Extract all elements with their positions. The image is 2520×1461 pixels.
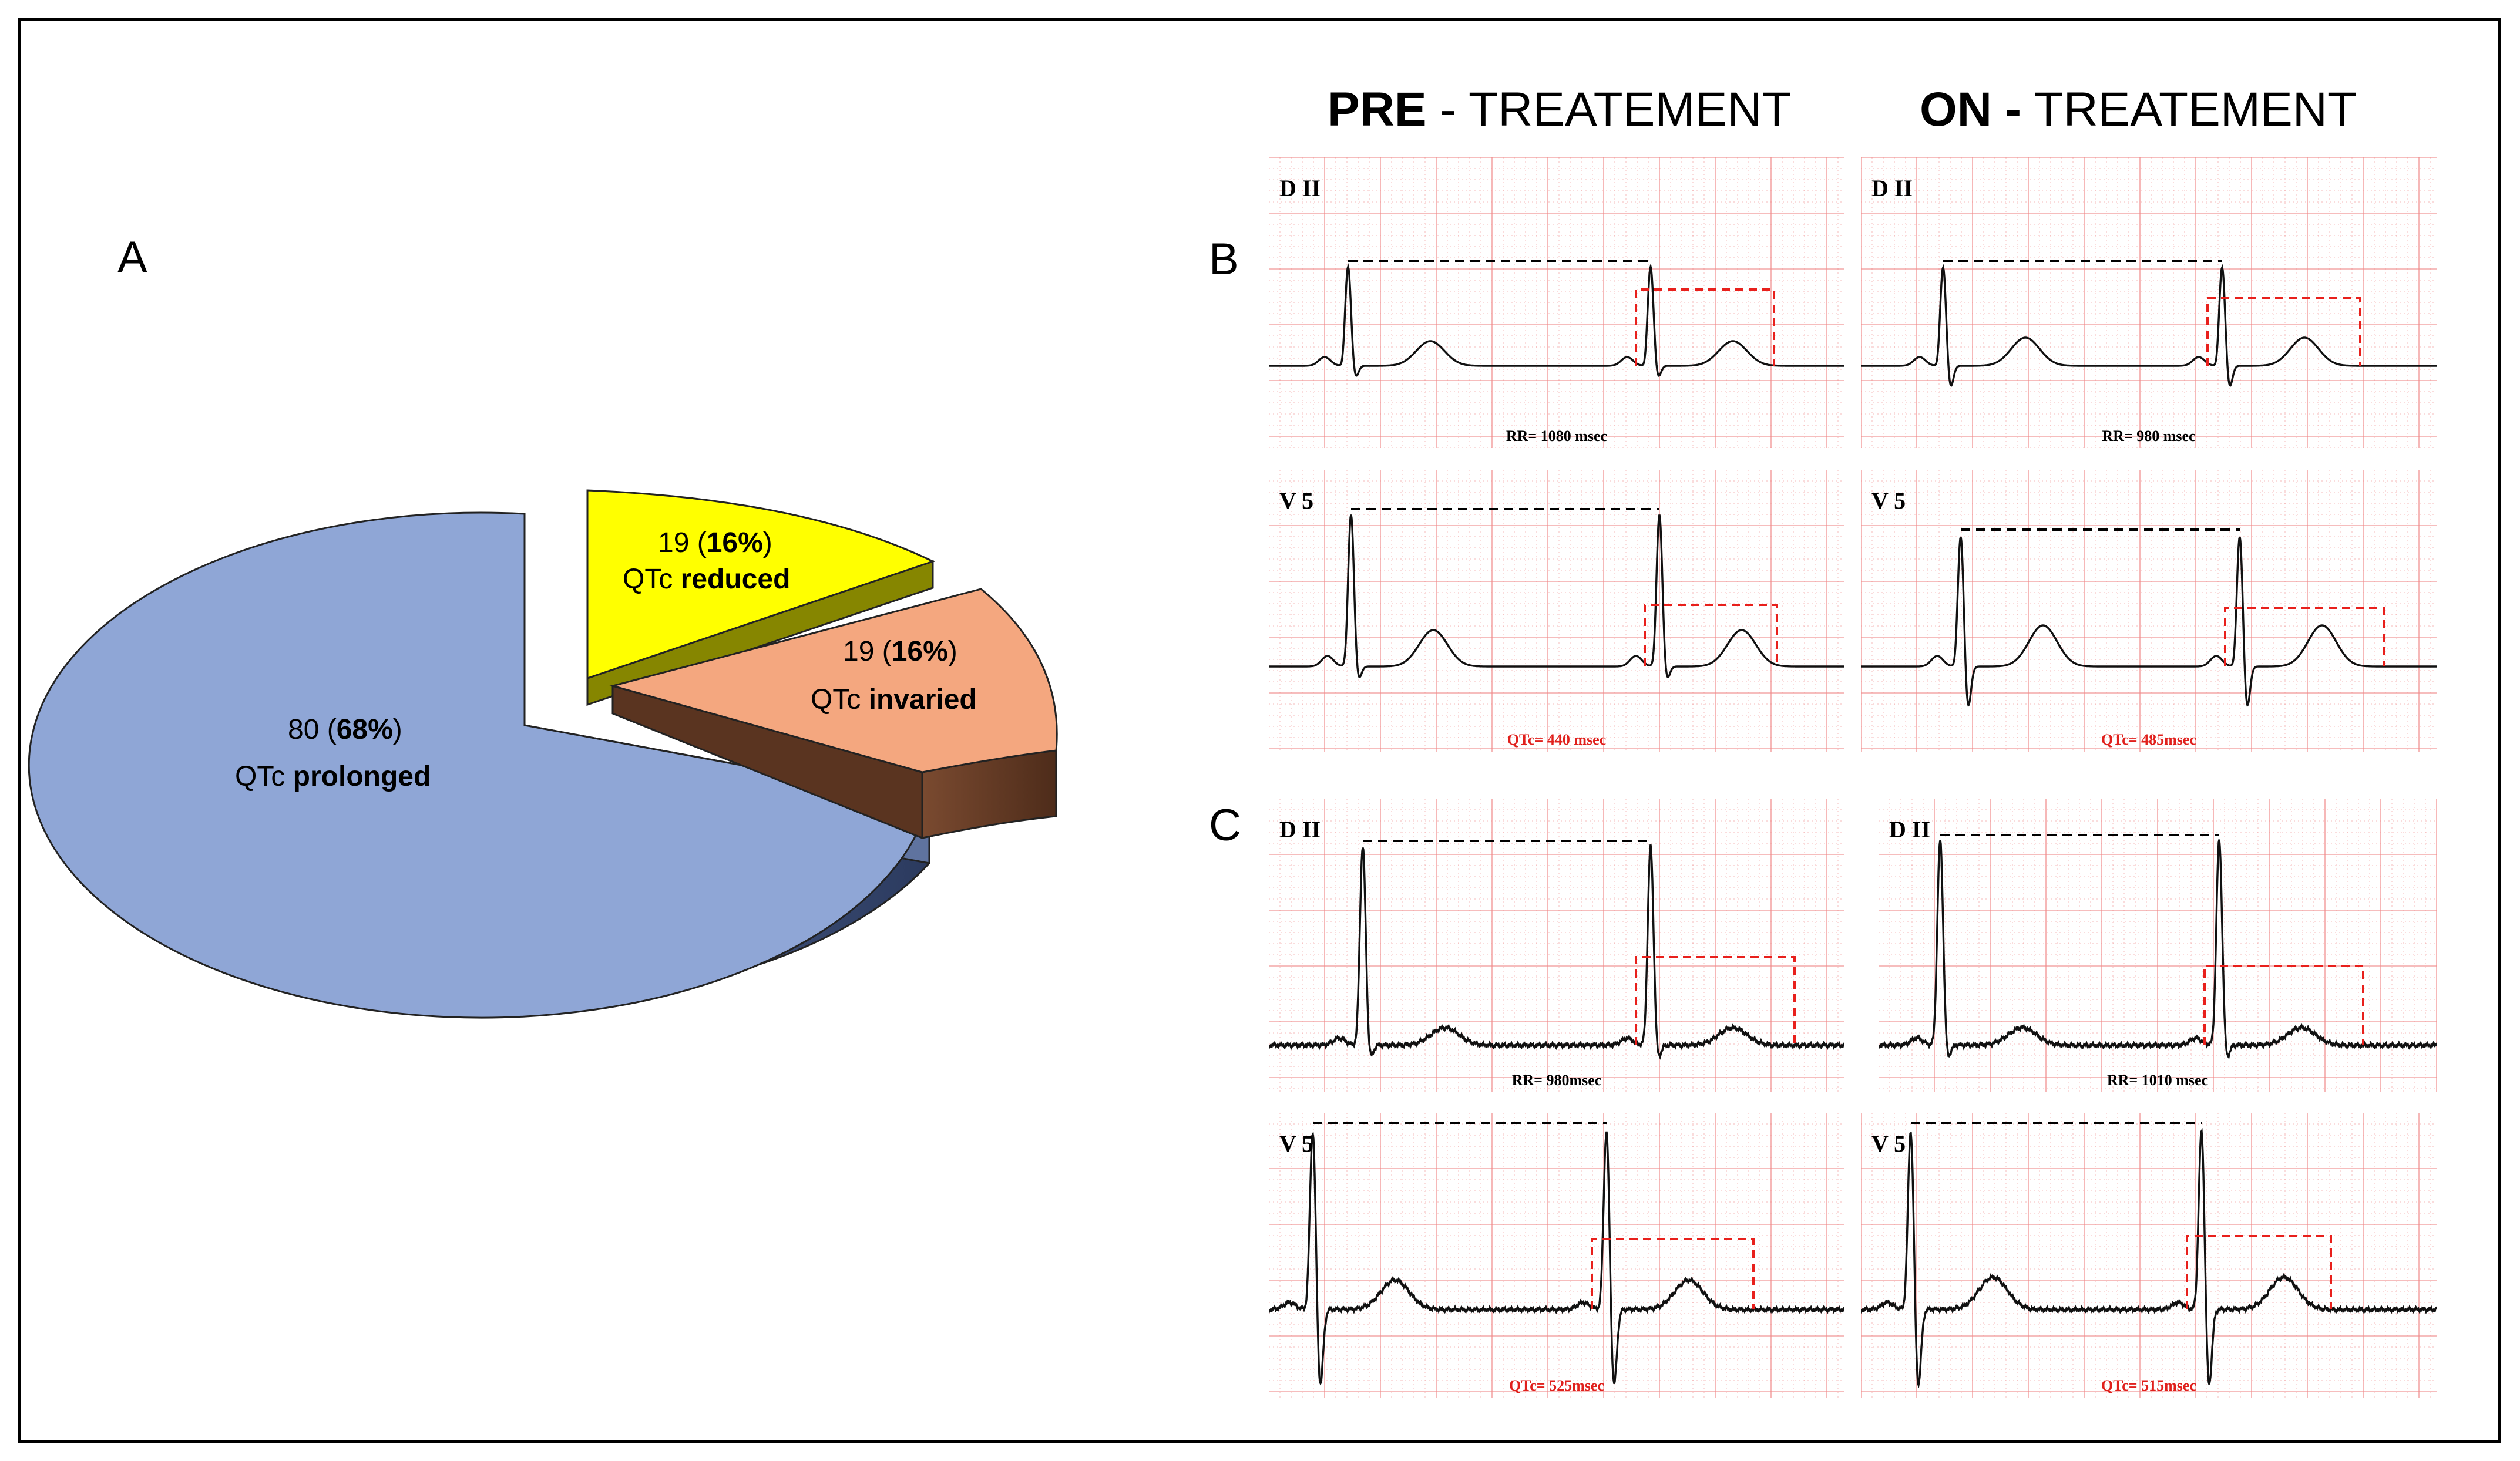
ecg-b-on-dii: D II RR= 980 msec: [1861, 157, 2437, 448]
ecg-grid: [1879, 799, 2437, 1092]
label-reduced-name: QTc reduced: [623, 564, 790, 595]
ecg-trace: [1269, 263, 1844, 377]
header-pre-treatment: PRE - TREATEMENT: [1328, 82, 1792, 137]
header-pre-bold: PRE: [1328, 83, 1427, 136]
panel-label-a: A: [117, 233, 147, 282]
lead-label: V 5: [1279, 487, 1313, 514]
lead-label: V 5: [1871, 487, 1906, 514]
header-pre-rest: - TREATEMENT: [1426, 83, 1792, 136]
label-prolonged-count: 80 (68%): [288, 714, 402, 745]
lead-label: V 5: [1279, 1130, 1313, 1157]
ecg-b-pre-dii: D II RR= 1080 msec: [1269, 157, 1844, 448]
ecg-grid: [1861, 470, 2437, 752]
ecg-trace: [1861, 264, 2437, 387]
ecg-trace: [1269, 844, 1844, 1060]
pie-slice-prolonged: [28, 511, 930, 1019]
qtc-value-label: QTc= 440 msec: [1507, 731, 1606, 748]
lead-label: D II: [1871, 175, 1913, 201]
lead-label: D II: [1889, 816, 1930, 843]
figure-frame: [18, 18, 2501, 1443]
lead-label: D II: [1279, 175, 1321, 201]
rr-value-label: RR= 980msec: [1512, 1072, 1602, 1089]
ecg-trace: [1861, 1127, 2437, 1389]
qt-interval-marker: [2186, 1235, 2332, 1309]
ecg-grid: [1861, 157, 2437, 448]
pie-slice-reduced: [586, 489, 935, 680]
header-on-bold: ON -: [1920, 83, 2022, 136]
ecg-c-pre-dii: D II RR= 980msec: [1269, 799, 1844, 1092]
qt-interval-marker: [2203, 965, 2364, 1045]
ecg-b-pre-v5: V 5 QTc= 440 msec: [1269, 470, 1844, 752]
panel-label-c: C: [1209, 800, 1241, 850]
ecg-c-on-v5: V 5 QTc= 515msec: [1861, 1113, 2437, 1398]
ecg-c-pre-v5: V 5 QTc= 525msec: [1269, 1113, 1844, 1398]
header-on-treatment: ON - TREATEMENT: [1920, 82, 2357, 137]
ecg-b-on-v5: V 5 QTc= 485msec: [1861, 470, 2437, 752]
lead-label: D II: [1279, 816, 1321, 843]
pie-slice-invaried: [609, 588, 1058, 773]
rr-value-label: RR= 980 msec: [2102, 427, 2195, 445]
ecg-grid: [1269, 1113, 1844, 1398]
label-invaried-count: 19 (16%): [843, 636, 957, 667]
pie-chart: 19 (16%) QTc reduced 19 (16%) QTc invari…: [28, 489, 1058, 1019]
panel-label-b: B: [1209, 234, 1239, 284]
lead-label: V 5: [1871, 1130, 1906, 1157]
qt-interval-marker: [1591, 1238, 1755, 1309]
qt-interval-marker: [1644, 604, 1778, 666]
qt-interval-marker: [2224, 607, 2385, 666]
ecg-c-on-dii: D II RR= 1010 msec: [1879, 799, 2437, 1092]
ecg-trace: [1269, 514, 1844, 678]
rr-value-label: RR= 1010 msec: [2107, 1072, 2208, 1089]
ecg-grid: [1861, 1113, 2437, 1398]
label-prolonged-name: QTc prolonged: [235, 761, 431, 792]
rr-value-label: RR= 1080 msec: [1506, 427, 1607, 445]
header-on-rest: TREATEMENT: [2021, 83, 2357, 136]
qtc-value-label: QTc= 525msec: [1509, 1377, 1604, 1394]
label-invaried-name: QTc invaried: [811, 684, 977, 715]
ecg-trace: [1879, 839, 2437, 1059]
ecg-trace: [1861, 536, 2437, 708]
qtc-value-label: QTc= 485msec: [2101, 731, 2196, 748]
qt-interval-marker: [1635, 956, 1796, 1045]
qtc-value-label: QTc= 515msec: [2101, 1377, 2196, 1394]
ecg-grid: [1269, 799, 1844, 1092]
ecg-trace: [1269, 1131, 1844, 1386]
qt-interval-marker: [2206, 297, 2361, 366]
ecg-grid: [1269, 157, 1844, 448]
ecg-grid: [1269, 470, 1844, 752]
label-reduced-count: 19 (16%): [658, 527, 772, 558]
